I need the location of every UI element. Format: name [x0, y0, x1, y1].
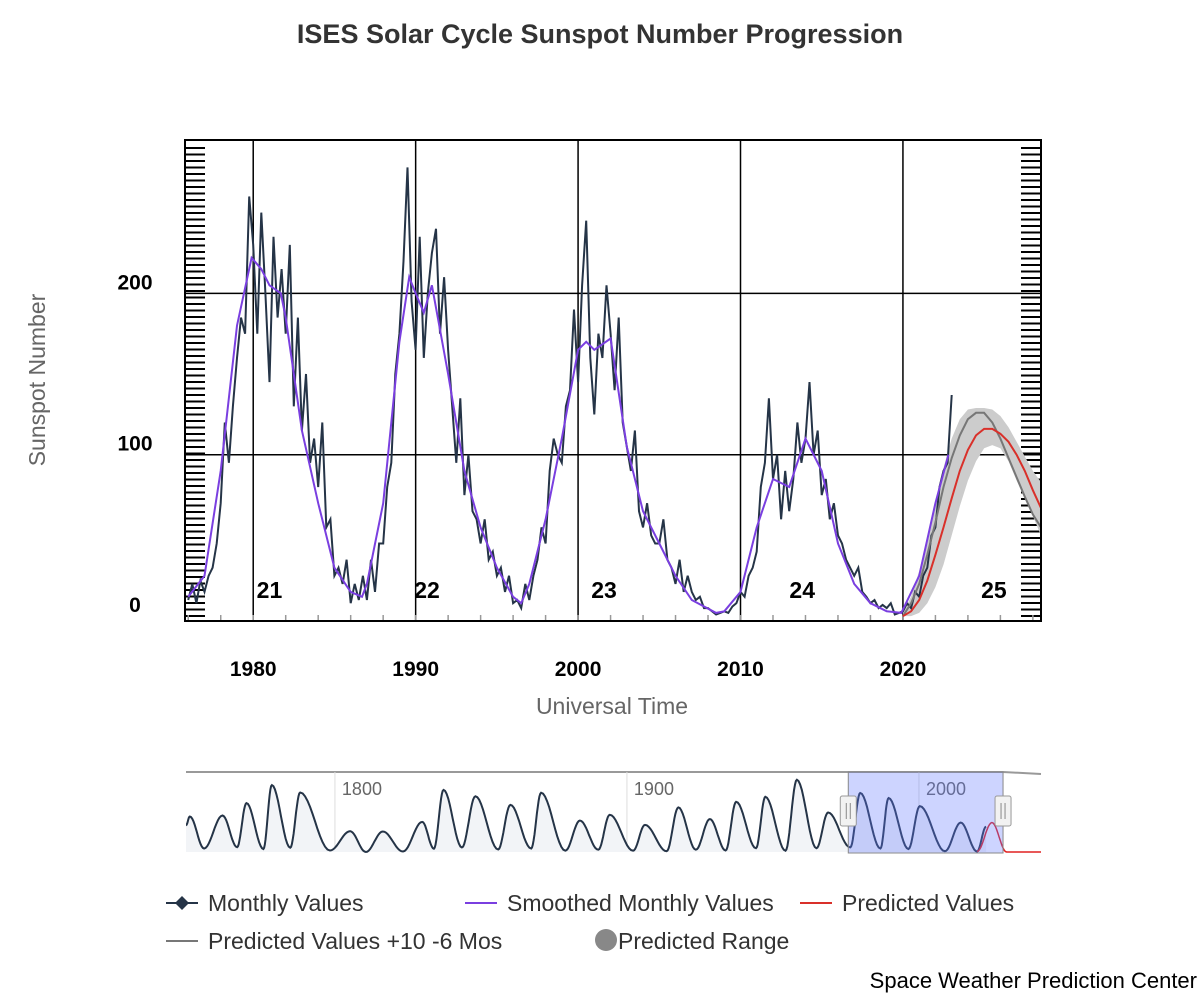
x-axis-title: Universal Time [536, 693, 688, 719]
legend-label: Predicted Values +10 -6 Mos [208, 928, 502, 954]
navigator-tick-label: 1900 [634, 779, 674, 799]
grid [185, 140, 1041, 621]
x-tick-labels: 1980 1990 2000 2010 2020 [230, 658, 926, 681]
navigator-tick-label: 1800 [342, 779, 382, 799]
navigator-grid: 1800 1900 2000 [334, 772, 966, 852]
navigator-right-handle[interactable] [994, 795, 1012, 827]
navigator-left-handle[interactable] [839, 795, 857, 827]
legend-item[interactable]: Monthly Values [166, 890, 364, 916]
predicted-range-band [902, 407, 1041, 617]
y-tick-labels: 0 100 200 [117, 271, 152, 617]
legend-item[interactable]: Predicted Range [595, 928, 789, 954]
legend-item[interactable]: Predicted Values [800, 890, 1014, 916]
handle-grip [994, 795, 1012, 827]
legend: Monthly Values Smoothed Monthly Values Pre… [166, 890, 1014, 954]
handle-grip [839, 795, 857, 827]
smoothed-monthly-values-line[interactable] [187, 255, 950, 614]
predicted-values-line[interactable] [902, 427, 1041, 618]
legend-label: Predicted Values [842, 890, 1014, 916]
credit-text: Space Weather Prediction Center [870, 968, 1197, 993]
x-tick-label: 2010 [717, 658, 764, 681]
cycle-label: 21 [257, 577, 283, 603]
plot-area [187, 167, 1041, 618]
legend-label: Predicted Range [618, 928, 789, 954]
x-tick-label: 1980 [230, 658, 277, 681]
x-tick-label: 1990 [392, 658, 439, 681]
y-tick-label: 0 [129, 594, 141, 617]
navigator[interactable]: 1800 1900 2000 [186, 771, 1042, 854]
cycle-label: 23 [591, 577, 617, 603]
cycle-label: 22 [414, 577, 440, 603]
axis-ticks [185, 147, 1041, 621]
cycle-labels: 21 22 23 24 25 [257, 577, 1007, 603]
cycle-label: 24 [789, 577, 815, 603]
predicted-plus10-minus6-line[interactable] [902, 411, 1041, 617]
navigator-predicted-line [976, 821, 1041, 853]
cycle-label: 25 [981, 577, 1007, 603]
y-axis-title: Sunspot Number [24, 293, 50, 466]
navigator-selection[interactable] [847, 771, 1004, 854]
x-tick-label: 2020 [880, 658, 927, 681]
chart-title: ISES Solar Cycle Sunspot Number Progress… [297, 19, 903, 49]
legend-item[interactable]: Predicted Values +10 -6 Mos [166, 928, 502, 954]
legend-label: Monthly Values [208, 890, 364, 916]
legend-label: Smoothed Monthly Values [507, 890, 774, 916]
legend-diamond-icon [175, 896, 189, 910]
legend-item[interactable]: Smoothed Monthly Values [465, 890, 774, 916]
y-tick-label: 200 [117, 271, 152, 294]
plot-border [184, 139, 1042, 622]
x-tick-label: 2000 [555, 658, 602, 681]
navigator-tick-label: 2000 [926, 779, 966, 799]
legend-circle-icon [595, 929, 617, 951]
y-tick-label: 100 [117, 433, 152, 456]
